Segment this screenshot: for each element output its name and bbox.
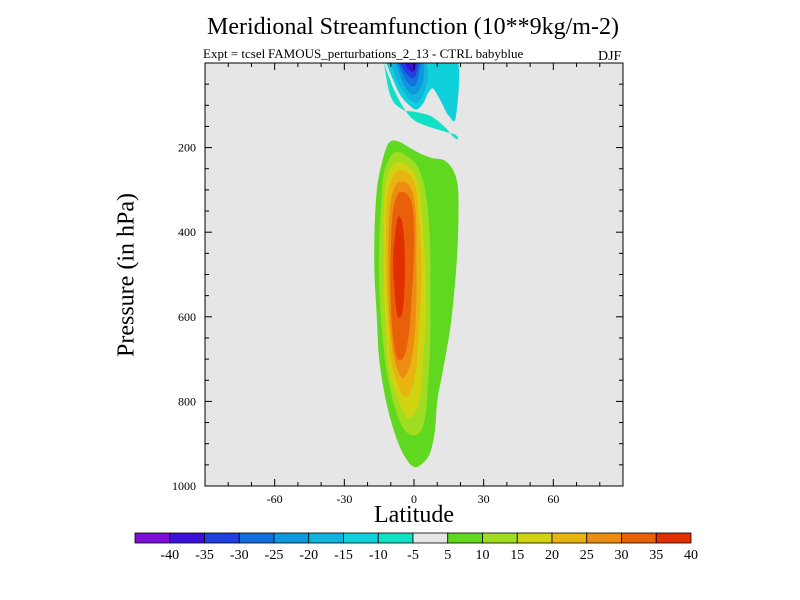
- colorbar-swatch: [551, 532, 588, 544]
- colorbar-swatch: [516, 532, 553, 544]
- colorbar-swatch: [412, 532, 449, 544]
- axis-layer: -60 -30 0 30 60 200 400 600 800 1000: [172, 63, 623, 506]
- colorbar-swatch: [586, 532, 622, 544]
- colorbar-level-label: -40: [160, 548, 179, 563]
- contour-layer: [374, 63, 460, 468]
- y-tick-label: 600: [178, 310, 196, 324]
- colorbar-swatch: [377, 532, 414, 544]
- colorbar-level-label: 5: [444, 548, 451, 563]
- colorbar-level-label: -35: [195, 548, 214, 563]
- colorbar-level-label: -20: [299, 548, 318, 563]
- colorbar-swatch: [273, 532, 310, 544]
- colorbar-level-label: -5: [407, 548, 419, 563]
- colorbar-swatch: [308, 532, 344, 544]
- y-tick-label: 200: [178, 141, 196, 155]
- experiment-name-label: FAMOUS_perturbations_2_13 - CTRL babyblu…: [268, 46, 524, 61]
- colorbar-swatch: [343, 532, 379, 544]
- colorbar-swatch: [621, 532, 657, 544]
- colorbar-level-label: -25: [265, 548, 284, 563]
- x-axis-label: Latitude: [374, 502, 454, 528]
- colorbar-swatch: [169, 532, 205, 544]
- x-tick-label: 60: [547, 492, 559, 506]
- colorbar-swatch: [655, 532, 692, 544]
- experiment-label: Expt = tcsel: [203, 46, 266, 61]
- colorbar-level-label: 10: [476, 548, 490, 563]
- season-label: DJF: [598, 49, 622, 64]
- colorbar-swatch: [134, 532, 171, 544]
- y-tick-label: 800: [178, 394, 196, 408]
- colorbar-swatch: [238, 532, 275, 544]
- x-tick-label: 0: [411, 492, 417, 506]
- chart-title: Meridional Streamfunction (10**9kg/m-2): [207, 14, 619, 40]
- colorbar-level-label: 30: [615, 548, 629, 563]
- neg-cell-contour: [383, 63, 459, 140]
- colorbar-level-label: 40: [684, 548, 698, 563]
- colorbar-level-label: 15: [510, 548, 524, 563]
- colorbar-level-label: 35: [649, 548, 663, 563]
- colorbar-level-label: -30: [230, 548, 249, 563]
- colorbar-swatch: [447, 532, 483, 544]
- pos-cell-contour: [393, 216, 405, 318]
- colorbar-level-label: -15: [334, 548, 353, 563]
- colorbar-level-label: 25: [580, 548, 594, 563]
- x-tick-label: -30: [336, 492, 352, 506]
- colorbar-swatch: [482, 532, 518, 544]
- colorbar-swatch: [204, 532, 240, 544]
- colorbar-level-label: -10: [369, 548, 388, 563]
- neg-cell-contour: [404, 63, 417, 73]
- colorbar-level-label: 20: [545, 548, 559, 563]
- x-tick-label: -60: [267, 492, 283, 506]
- y-tick-label: 1000: [172, 479, 196, 493]
- x-tick-label: 30: [478, 492, 490, 506]
- y-tick-label: 400: [178, 225, 196, 239]
- colorbar: -40 -35 -30 -25 -20 -15 -10 -5 5 10 15 20 25 30 35 40: [134, 532, 698, 563]
